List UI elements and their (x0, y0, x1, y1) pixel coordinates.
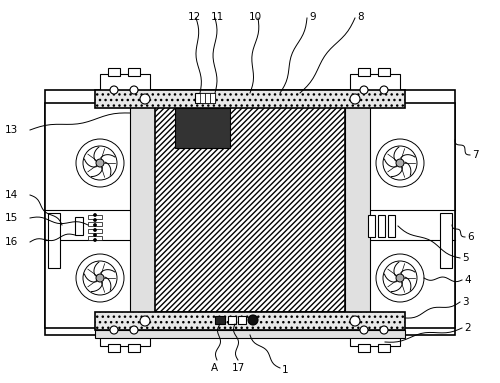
Bar (345, 103, 455, 328)
Text: 11: 11 (211, 12, 224, 22)
Text: 7: 7 (472, 150, 478, 160)
Bar (388, 215, 395, 237)
Circle shape (360, 86, 368, 94)
Bar (345, 90, 370, 330)
Circle shape (376, 139, 424, 187)
Circle shape (248, 315, 258, 325)
Bar (155, 107, 345, 312)
Circle shape (140, 316, 150, 326)
Bar (95, 90, 405, 108)
Circle shape (94, 213, 96, 216)
Circle shape (76, 254, 124, 302)
Text: 16: 16 (5, 237, 18, 247)
Bar (88, 229, 102, 233)
Bar (108, 68, 120, 76)
Text: 15: 15 (5, 213, 18, 223)
Circle shape (130, 86, 138, 94)
Circle shape (396, 159, 404, 167)
Circle shape (96, 274, 104, 282)
Text: 2: 2 (464, 323, 470, 333)
Bar (95, 312, 405, 330)
Bar (100, 74, 150, 92)
Bar (88, 215, 102, 219)
Bar (215, 316, 225, 324)
Bar (88, 222, 102, 226)
Text: 9: 9 (309, 12, 316, 22)
Text: 13: 13 (5, 125, 18, 135)
Circle shape (94, 239, 96, 242)
Bar (350, 74, 400, 92)
Circle shape (360, 326, 368, 334)
Circle shape (350, 94, 360, 104)
Bar (378, 68, 390, 76)
Circle shape (83, 261, 117, 295)
Bar (48, 213, 60, 268)
Bar (238, 316, 246, 324)
Bar (440, 213, 452, 268)
Text: 10: 10 (249, 12, 262, 22)
Bar (228, 316, 236, 324)
Circle shape (94, 218, 96, 221)
Bar (45, 103, 155, 328)
Text: 3: 3 (462, 297, 468, 307)
Bar (128, 68, 140, 76)
Bar (200, 93, 205, 103)
Bar (75, 217, 83, 235)
Bar (210, 93, 215, 103)
Circle shape (376, 254, 424, 302)
Bar (108, 344, 120, 352)
Circle shape (396, 274, 404, 282)
Bar (45, 90, 455, 335)
Bar (378, 215, 385, 237)
Circle shape (110, 326, 118, 334)
Text: 14: 14 (5, 190, 18, 200)
Text: 17: 17 (232, 363, 245, 373)
Circle shape (76, 139, 124, 187)
Circle shape (380, 326, 388, 334)
Text: A: A (211, 363, 218, 373)
Bar (88, 236, 102, 240)
Circle shape (110, 86, 118, 94)
Bar (95, 330, 405, 338)
Bar (195, 93, 215, 103)
Text: 8: 8 (357, 12, 364, 22)
Text: 4: 4 (464, 275, 470, 285)
Bar (350, 328, 400, 346)
Circle shape (94, 229, 96, 231)
Circle shape (130, 326, 138, 334)
Bar (358, 344, 370, 352)
Circle shape (96, 159, 104, 167)
Text: 5: 5 (462, 253, 468, 263)
Bar (128, 344, 140, 352)
Circle shape (83, 146, 117, 180)
Text: 1: 1 (282, 365, 288, 375)
Bar (378, 344, 390, 352)
Bar (100, 328, 150, 346)
Circle shape (94, 234, 96, 236)
Circle shape (94, 224, 96, 226)
Bar (368, 215, 375, 237)
Circle shape (350, 316, 360, 326)
Circle shape (383, 261, 417, 295)
Bar (175, 108, 230, 148)
Circle shape (140, 94, 150, 104)
Bar (130, 90, 155, 330)
Text: 6: 6 (467, 232, 473, 242)
Circle shape (380, 86, 388, 94)
Bar (358, 68, 370, 76)
Bar (205, 93, 210, 103)
Circle shape (383, 146, 417, 180)
Text: 12: 12 (188, 12, 202, 22)
